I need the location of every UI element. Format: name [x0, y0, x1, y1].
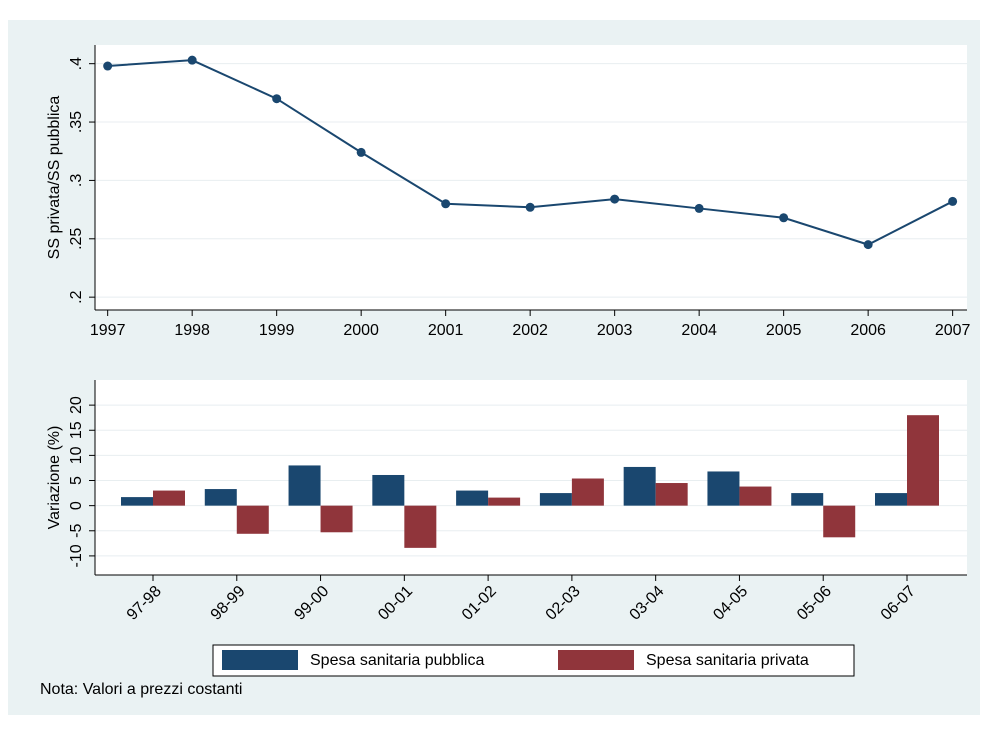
bar — [456, 490, 489, 506]
x-tick-label: 2004 — [681, 322, 717, 339]
bar — [539, 493, 572, 506]
point — [187, 55, 197, 65]
bar — [791, 493, 824, 506]
y-tick-label: 10 — [68, 446, 85, 464]
bar — [372, 474, 405, 506]
y-tick-label: 15 — [68, 421, 85, 439]
point — [103, 61, 113, 71]
bar — [153, 490, 185, 506]
y-tick-label: 20 — [68, 396, 85, 414]
legend — [212, 644, 855, 677]
plot-area — [95, 45, 967, 310]
y-tick-label: -10 — [68, 544, 85, 567]
point — [272, 94, 282, 104]
legend-label: Spesa sanitaria pubblica — [310, 652, 484, 669]
x-tick-label: 2005 — [766, 322, 802, 339]
point — [356, 147, 366, 157]
y-tick-label: .25 — [68, 228, 85, 250]
bar — [823, 505, 856, 538]
bar — [655, 483, 688, 506]
legend-swatch — [222, 650, 298, 670]
y-axis-label: SS privata/SS pubblica — [46, 96, 63, 260]
y-tick-label: .35 — [68, 111, 85, 133]
x-tick-label: 2000 — [343, 322, 379, 339]
x-tick-label: 2007 — [935, 322, 971, 339]
y-tick-label: .2 — [68, 290, 85, 303]
bar — [288, 465, 321, 506]
plot-area — [95, 380, 967, 575]
legend-swatch — [558, 650, 634, 670]
bar — [204, 489, 237, 506]
x-tick-label: 2003 — [597, 322, 633, 339]
y-tick-label: .3 — [68, 174, 85, 187]
bar — [875, 493, 907, 506]
bar — [488, 497, 521, 506]
x-tick-label: 2002 — [512, 322, 548, 339]
bar — [907, 415, 939, 506]
note: Nota: Valori a prezzi costanti — [40, 681, 242, 698]
x-tick-label: 2001 — [428, 322, 464, 339]
y-axis-label: Variazione (%) — [46, 426, 63, 530]
point — [948, 196, 958, 206]
bar — [121, 497, 153, 506]
y-tick-label: -5 — [68, 524, 85, 538]
bar — [404, 505, 437, 548]
point — [694, 203, 704, 213]
y-tick-label: .4 — [68, 57, 85, 70]
bar — [320, 505, 353, 533]
point — [525, 202, 535, 212]
y-tick-label: 5 — [68, 476, 85, 485]
x-tick-label: 1998 — [174, 322, 210, 339]
point — [863, 240, 873, 250]
bar — [739, 486, 772, 506]
x-tick-label: 1999 — [259, 322, 295, 339]
x-tick-label: 2006 — [850, 322, 886, 339]
point — [779, 213, 789, 223]
point — [441, 199, 451, 209]
x-tick-label: 1997 — [90, 322, 126, 339]
bar — [623, 466, 656, 506]
point — [610, 194, 620, 204]
y-tick-label: 0 — [68, 501, 85, 510]
bar — [236, 505, 269, 534]
legend-label: Spesa sanitaria privata — [646, 652, 809, 669]
bar — [707, 471, 740, 506]
bar — [571, 478, 604, 506]
